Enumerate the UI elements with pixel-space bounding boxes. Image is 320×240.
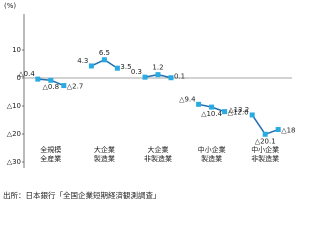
x-tick-label: 全規模 xyxy=(40,145,61,154)
value-label: 3.5 xyxy=(120,63,131,71)
marker xyxy=(155,72,161,78)
marker xyxy=(275,127,281,133)
x-tick-label: 大企業 xyxy=(148,145,169,154)
marker xyxy=(168,75,174,81)
value-label: 0.3 xyxy=(131,68,142,76)
marker xyxy=(88,63,94,69)
value-label: △2.7 xyxy=(67,83,84,91)
value-label: △12.0 xyxy=(228,109,249,117)
chart: (%) 出所：日本銀行「全国企業短期経済観測調査」 10 0 △10 △20 △30 △0… xyxy=(3,2,303,200)
x-tick-label: 製造業 xyxy=(94,154,115,163)
marker xyxy=(249,112,255,118)
value-label: △9.4 xyxy=(179,95,196,103)
y-tick-label: 0 xyxy=(17,74,21,82)
value-label: 0.1 xyxy=(174,73,185,81)
marker xyxy=(48,77,54,83)
value-label: △13.2 xyxy=(228,106,249,114)
x-tick-label: 非製造業 xyxy=(251,154,279,163)
marker xyxy=(196,101,202,107)
marker xyxy=(222,109,228,115)
value-label: 4.3 xyxy=(77,57,88,65)
y-tick-label: △10 xyxy=(7,102,21,110)
x-tick-label: 中小企業 xyxy=(251,145,279,154)
value-label: △0.4 xyxy=(18,70,35,78)
marker xyxy=(262,131,268,137)
marker xyxy=(101,57,107,63)
x-tick-label: 全産業 xyxy=(40,154,61,163)
y-unit: (%) xyxy=(4,2,16,10)
marker xyxy=(142,74,148,80)
line-segment xyxy=(251,114,266,135)
value-label: △20.1 xyxy=(255,137,276,145)
y-tick-label: △20 xyxy=(7,130,21,138)
marker xyxy=(61,83,67,89)
value-label: △10.4 xyxy=(201,110,223,118)
marker xyxy=(209,104,215,110)
x-tick-label: 大企業 xyxy=(94,145,115,154)
y-tick-label: 10 xyxy=(12,46,21,54)
page: {"chart_data": {"type": "line", "y_unit"… xyxy=(3,2,303,200)
value-label: △18.4 xyxy=(281,127,295,135)
marker xyxy=(35,76,41,82)
value-label: 1.2 xyxy=(152,64,163,72)
x-tick-label: 中小企業 xyxy=(198,145,226,154)
value-label: 6.5 xyxy=(99,49,110,57)
x-tick-label: 製造業 xyxy=(201,154,222,163)
y-tick-label: △30 xyxy=(7,158,21,166)
value-label: △0.8 xyxy=(43,83,60,91)
source: 出所：日本銀行「全国企業短期経済観測調査」 xyxy=(3,190,161,200)
x-tick-label: 非製造業 xyxy=(144,154,172,163)
marker xyxy=(114,65,120,71)
